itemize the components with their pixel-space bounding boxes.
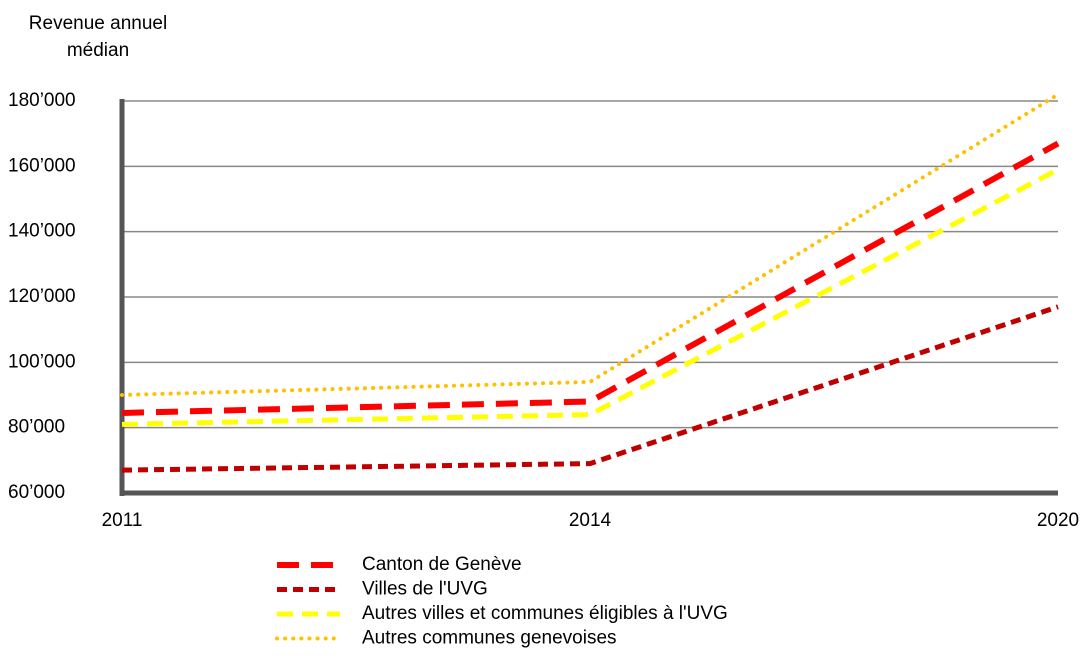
x-tick-label: 2020 [1037,510,1079,531]
series-line [120,92,1060,397]
y-tick-label: 100’000 [8,351,76,372]
legend-label: Autres villes et communes éligibles à l'… [362,603,728,624]
y-axis-label: médian [67,40,129,61]
x-tick-label: 2014 [569,510,612,531]
y-tick-label: 60’000 [8,482,65,503]
y-axis-label: Revenue annuel [29,13,167,34]
x-tick-label: 2011 [102,510,143,531]
y-tick-label: 140’000 [8,221,76,242]
legend-label: Villes de l'UVG [362,579,488,600]
legend-label: Autres communes genevoises [362,628,617,649]
y-tick-label: 80’000 [8,417,65,438]
y-tick-label: 160’000 [8,155,76,176]
legend-label: Canton de Genève [362,554,522,575]
series-line [121,304,1059,473]
series-line [121,140,1060,416]
series-line [121,167,1060,427]
y-tick-label: 120’000 [8,286,76,307]
y-tick-label: 180’000 [8,90,76,111]
